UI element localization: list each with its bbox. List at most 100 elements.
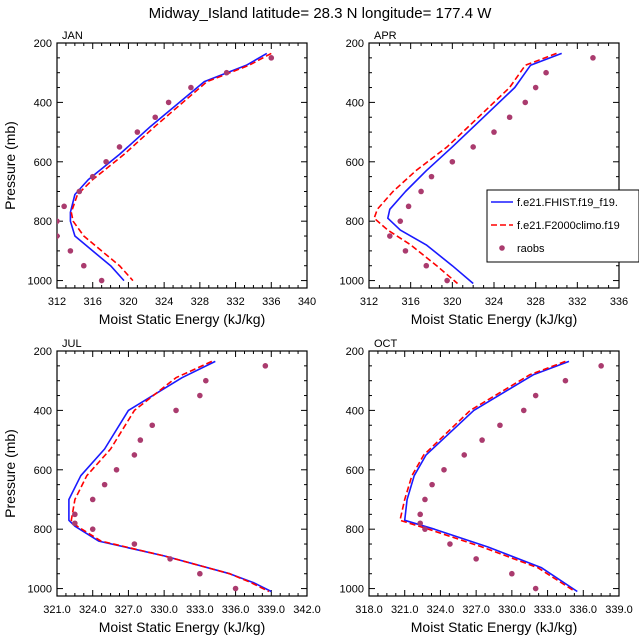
raobs-point [387,233,393,239]
figure-title: Midway_Island latitude= 28.3 N longitude… [149,5,493,22]
legend-entry-label: raobs [517,243,545,255]
y-tick-label: 200 [34,38,52,50]
x-tick-label: 320 [119,296,137,308]
raobs-point [598,363,604,369]
raobs-point [167,556,173,562]
y-tick-label: 200 [346,346,364,358]
x-tick-label: 330.0 [498,604,526,616]
raobs-point [262,363,269,369]
x-tick-label: 336.0 [570,604,598,616]
y-axis-label: Pressure (mb) [2,429,18,518]
raobs-point [423,262,430,269]
x-axis-label: Moist Static Energy (kJ/kg) [99,619,266,635]
x-tick-label: 312 [48,296,66,308]
x-tick-label: 318.0 [355,604,383,616]
raobs-point [80,262,87,269]
raobs-point [590,55,596,61]
y-axis-label: Pressure (mb) [2,121,18,210]
raobs-point [447,541,453,547]
raobs-point [57,218,60,224]
raobs-point [491,129,497,135]
raobs-point [532,84,539,91]
panel-title: JAN [62,30,83,42]
plot-frame [56,350,308,597]
y-tick-label: 200 [34,346,52,358]
panel-oct: 318.0 321.0 324.0 327.0 330.0 333.0 336.0 339.0… [340,338,633,635]
raobs-point [188,84,194,91]
y-tick-label: 400 [346,97,364,109]
y-tick-label: 200 [346,38,364,50]
plot-area [57,52,275,284]
model2-line [70,360,270,593]
raobs-point [116,144,123,150]
y-tick-label: 600 [34,465,52,477]
model1-line [403,360,578,593]
x-tick-label: 340 [298,296,316,308]
raobs-point [509,570,515,577]
raobs-point [197,570,203,577]
plot-frame [368,350,620,597]
y-tick-label: 400 [34,97,52,109]
raobs-point [149,422,156,429]
raobs-point [422,526,428,532]
raobs-point [428,173,435,180]
legend-raobs-swatch [499,245,505,251]
model2-line [373,52,557,285]
raobs-point [461,452,468,458]
raobs-point [131,452,138,458]
x-tick-label: 328 [526,296,544,308]
raobs-point [429,481,435,488]
y-tick-label: 400 [34,405,52,417]
x-tick-label: 333.0 [186,604,214,616]
raobs-point [152,114,159,121]
raobs-point [89,173,96,180]
x-tick-label: 327.0 [462,604,490,616]
raobs-point [417,520,423,527]
x-tick-label: 333.0 [534,604,562,616]
model2-line [399,360,576,593]
raobs-point [103,158,109,165]
raobs-point [417,511,423,518]
raobs-point [268,55,275,61]
raobs-point [67,248,74,254]
legend-entry-label: f.e21.FHIST.f19_f19. [517,197,618,209]
x-tick-label: 342.0 [293,604,321,616]
raobs-point [137,437,144,443]
raobs-point [405,203,412,210]
raobs-point [418,188,424,195]
raobs-point [497,422,503,429]
y-tick-label: 1000 [28,276,52,288]
x-axis-label: Moist Static Energy (kJ/kg) [411,311,578,327]
x-axis-label: Moist Static Energy (kJ/kg) [411,619,578,635]
raobs-point [113,466,120,473]
x-tick-label: 328 [191,296,209,308]
raobs-point [479,437,485,443]
x-axis-label: Moist Static Energy (kJ/kg) [99,311,266,327]
raobs-point [57,233,60,239]
legend-entry-label: f.e21.F2000climo.f19 [517,220,620,232]
raobs-point [76,188,83,195]
y-tick-label: 800 [346,216,364,228]
x-tick-label: 316 [401,296,419,308]
x-tick-label: 312 [360,296,378,308]
x-tick-label: 320 [443,296,461,308]
raobs-point [562,377,569,384]
raobs-point [101,481,108,488]
x-tick-label: 336 [610,296,628,308]
plot-area [399,360,604,593]
y-tick-label: 400 [346,405,364,417]
y-tick-label: 1000 [340,276,364,288]
raobs-point [89,496,96,503]
raobs-point [473,556,479,562]
plot-area [373,52,596,285]
model2-line [70,52,272,282]
raobs-point [89,526,96,532]
x-tick-label: 324 [485,296,503,308]
raobs-point [532,585,539,592]
raobs-point [72,511,78,518]
x-tick-label: 324.0 [79,604,107,616]
x-tick-label: 336.0 [222,604,250,616]
x-tick-label: 316 [84,296,102,308]
x-tick-label: 330.0 [150,604,178,616]
